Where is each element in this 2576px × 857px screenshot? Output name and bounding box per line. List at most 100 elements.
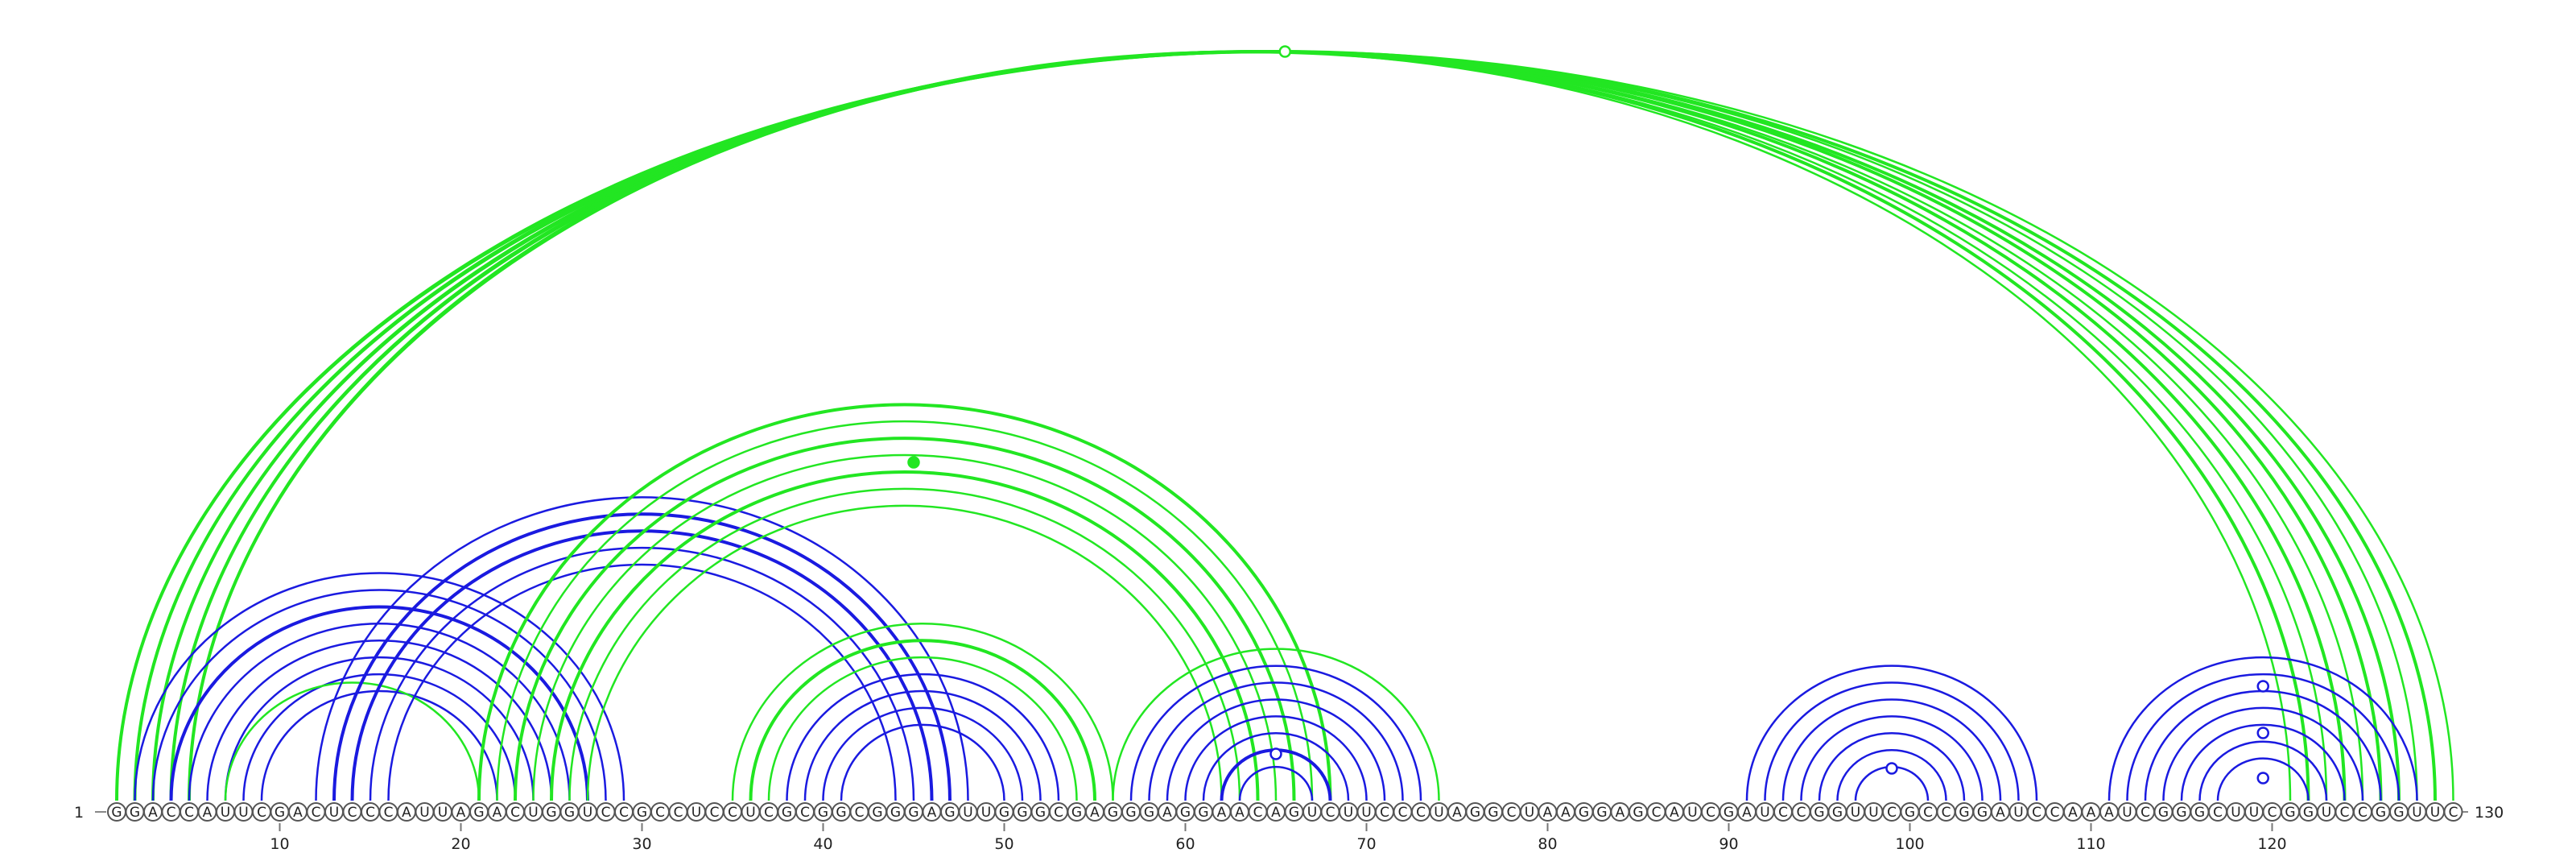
base-letter: C	[365, 805, 375, 821]
tick-label: 60	[1175, 835, 1195, 853]
arc-24-65	[532, 453, 1278, 801]
base: G	[1139, 802, 1159, 822]
arc-3-126	[151, 50, 2383, 801]
base: A	[288, 802, 308, 822]
arcs-layer	[115, 50, 2454, 801]
base-letter: U	[329, 805, 339, 821]
base: C	[2262, 802, 2282, 822]
base: G	[2298, 802, 2318, 822]
arc-117-122	[2216, 757, 2310, 801]
base-letter: G	[2303, 805, 2314, 821]
base: C	[506, 802, 525, 822]
base: G	[940, 802, 960, 822]
base: C	[1375, 802, 1394, 822]
arc-3-28	[151, 589, 607, 801]
base-letter: A	[1670, 805, 1679, 821]
arc-8-23	[242, 673, 517, 801]
base: C	[1049, 802, 1068, 822]
base: G	[1592, 802, 1612, 822]
base-letter: A	[2087, 805, 2096, 821]
base: U	[216, 802, 235, 822]
base: C	[795, 802, 815, 822]
base: G	[107, 802, 126, 822]
base-letter: U	[238, 805, 248, 821]
base-letter: U	[221, 805, 230, 821]
base: G	[1810, 802, 1829, 822]
base: C	[596, 802, 616, 822]
base: C	[1918, 802, 1938, 822]
base: C	[1936, 802, 1956, 822]
end-label: 130	[2475, 804, 2504, 822]
base-letter: G	[1180, 805, 1191, 821]
base-letter: U	[1307, 805, 1317, 821]
base-letter: A	[1742, 805, 1752, 821]
base: A	[397, 802, 416, 822]
base-letter: C	[257, 805, 266, 821]
base: A	[1212, 802, 1232, 822]
base: G	[1175, 802, 1195, 822]
base: G	[632, 802, 652, 822]
base-letter: C	[1942, 805, 1951, 821]
base: U	[2425, 802, 2445, 822]
arc-marker-1	[1278, 45, 1291, 58]
arc-5-121	[188, 50, 2292, 801]
ticks-layer: 10 20 30 40 50 60 70 80 90 100 110 120	[270, 823, 2287, 853]
base-letter: C	[710, 805, 720, 821]
base: C	[2027, 802, 2046, 822]
arc-58-72	[1148, 681, 1404, 801]
arc-26-63	[568, 487, 1241, 801]
base: U	[2008, 802, 2029, 822]
base: G	[1121, 802, 1141, 822]
base: C	[1248, 802, 1268, 822]
arc-40-51	[822, 706, 1024, 801]
arc-marker-7	[2256, 772, 2269, 785]
arc-57-73	[1129, 664, 1422, 801]
base-letter: G	[908, 805, 919, 821]
base-letter: U	[691, 805, 701, 821]
base: A	[1447, 802, 1467, 822]
base: U	[1429, 802, 1449, 822]
base: C	[2334, 802, 2355, 822]
base-letter: U	[1525, 805, 1534, 821]
base-letter: C	[728, 805, 737, 821]
base: A	[1538, 802, 1558, 822]
base: G	[270, 802, 290, 822]
base-letter: A	[148, 805, 158, 821]
base-letter: G	[1108, 805, 1118, 821]
base-letter: U	[1344, 805, 1353, 821]
base-letter: U	[1687, 805, 1697, 821]
base-letter: C	[2340, 805, 2350, 821]
base: G	[1900, 802, 1920, 822]
base: U	[1755, 802, 1775, 822]
base: C	[1646, 802, 1666, 822]
base: C	[668, 802, 688, 822]
tick-label: 120	[2257, 835, 2286, 853]
base-letter: C	[855, 805, 865, 821]
arc-25-64	[550, 470, 1260, 801]
base: G	[1827, 802, 1847, 822]
base-letter: U	[2430, 805, 2440, 821]
base: U	[1339, 802, 1358, 822]
tick-label: 50	[994, 835, 1013, 853]
base-letter: C	[2050, 805, 2060, 821]
base: A	[1991, 802, 2010, 822]
arc-63-67	[1238, 765, 1314, 801]
arc-9-22	[260, 689, 498, 801]
arc-116-123	[2198, 740, 2328, 801]
base-letter: U	[2231, 805, 2240, 821]
base: C	[2136, 802, 2155, 822]
base-letter: A	[1996, 805, 2005, 821]
arc-7-24	[224, 656, 535, 801]
arc-marker-2	[907, 456, 920, 469]
base: C	[723, 802, 742, 822]
base-letter: A	[1452, 805, 1462, 821]
base-letter: G	[2158, 805, 2169, 821]
arc-6-25	[206, 639, 553, 801]
base-letter: G	[2376, 805, 2386, 821]
tick-label: 90	[1719, 835, 1738, 853]
base-letter: A	[1543, 805, 1553, 821]
tick-label: 80	[1538, 835, 1557, 853]
base-letter: C	[601, 805, 611, 821]
base-letter: U	[2122, 805, 2132, 821]
